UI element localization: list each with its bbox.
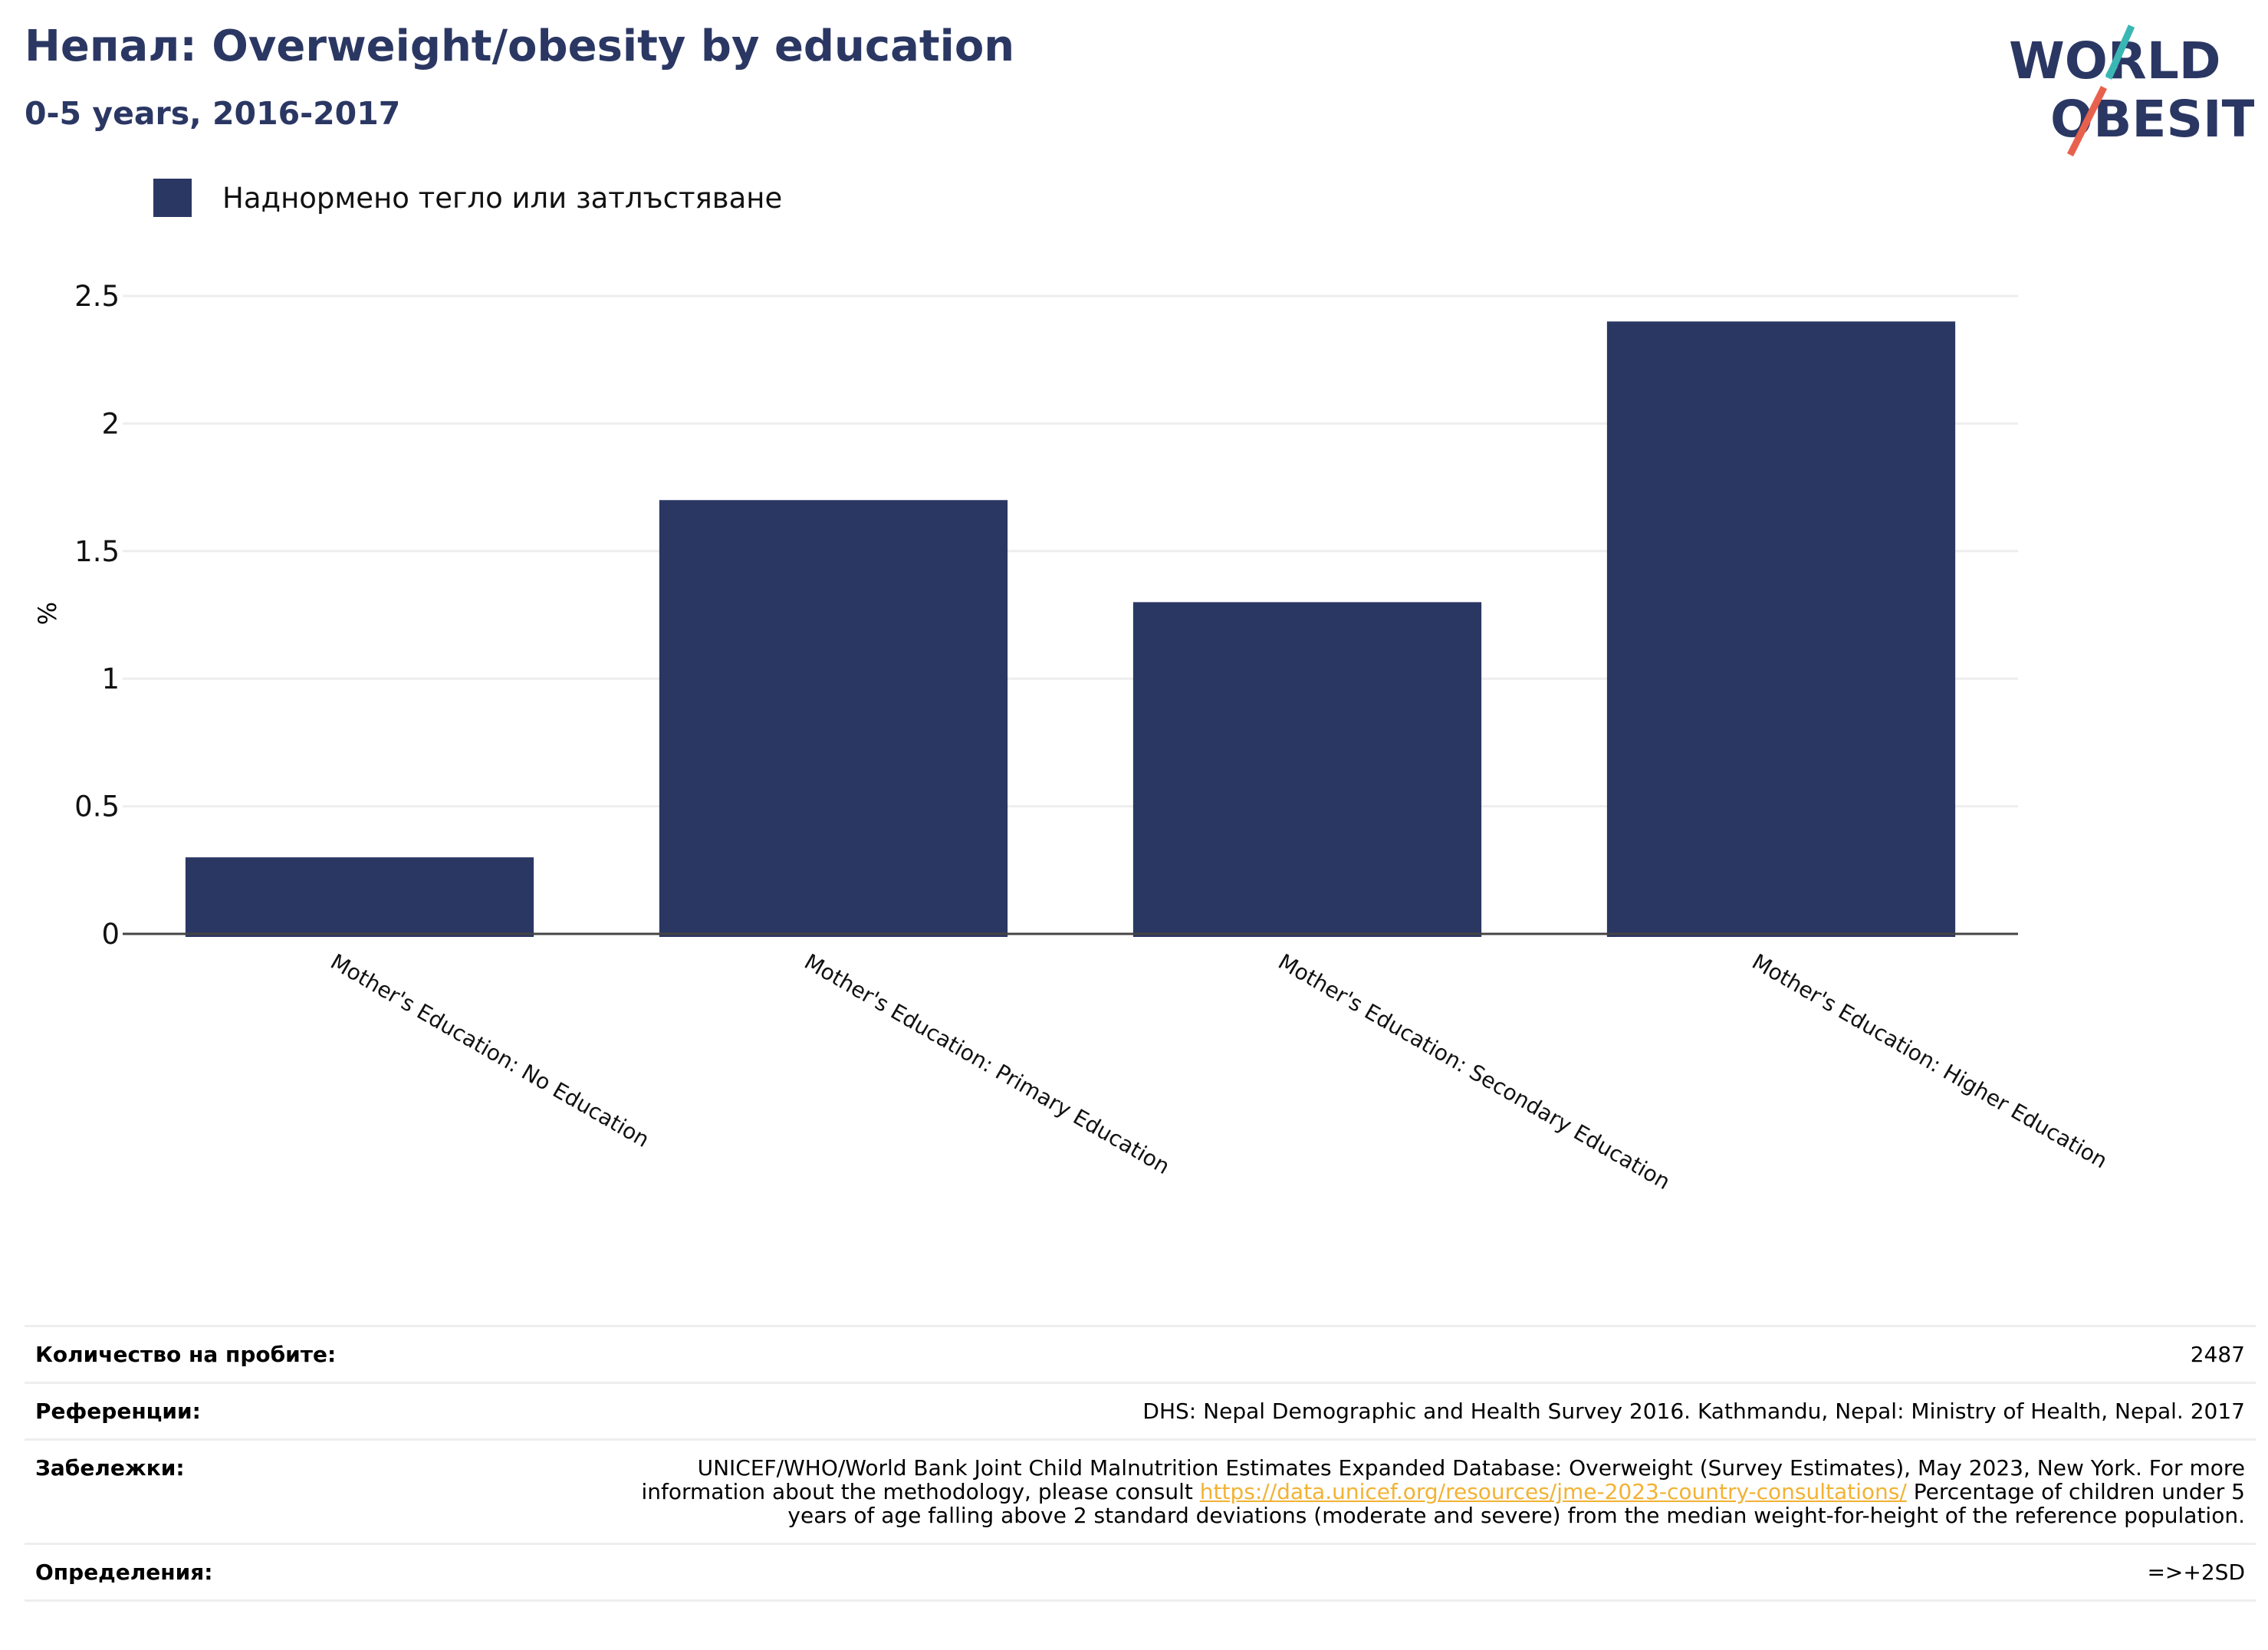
methodology-link[interactable]: https://data.unicef.org/resources/jme-20… [1199, 1479, 1907, 1504]
sample-size-label: Количество на пробите: [35, 1342, 337, 1367]
y-tick-label: 2 [101, 407, 120, 440]
bar [185, 857, 534, 937]
definitions-value: =>+2SD [2147, 1560, 2245, 1585]
metadata-table: Количество на пробите: 2487 Референции: … [25, 1325, 2256, 1602]
logo-slash-red-icon [2066, 85, 2108, 157]
x-tick-label: Mother's Education: Secondary Education [1274, 948, 1675, 1195]
meta-row-sample: Количество на пробите: 2487 [25, 1327, 2256, 1384]
bar [1606, 321, 1956, 937]
meta-row-notes: Забележки: UNICEF/WHO/World Bank Joint C… [25, 1441, 2256, 1545]
legend-swatch [153, 179, 192, 217]
x-tick-label: Mother's Education: No Education [327, 948, 654, 1152]
y-tick-label: 2.5 [74, 280, 120, 313]
y-tick-label: 0.5 [74, 790, 120, 823]
notes-label: Забележки: [35, 1455, 185, 1481]
world-obesity-logo: WORLD OBESITY [2009, 25, 2254, 157]
definitions-label: Определения: [35, 1560, 213, 1585]
notes-value: UNICEF/WHO/World Bank Joint Child Malnut… [635, 1455, 2246, 1528]
x-tick-label: Mother's Education: Primary Education [800, 948, 1175, 1179]
y-tick-label: 1 [101, 662, 120, 695]
meta-row-definitions: Определения: =>+2SD [25, 1545, 2256, 1602]
page-title: Непал: Overweight/obesity by education [25, 21, 1015, 71]
x-tick-label: Mother's Education: Higher Education [1748, 948, 2112, 1173]
references-value: DHS: Nepal Demographic and Health Survey… [1142, 1399, 2245, 1424]
bar [1132, 602, 1482, 937]
y-tick-label: 1.5 [74, 535, 120, 568]
page-subtitle: 0-5 years, 2016-2017 [25, 95, 401, 132]
notes-text-before: UNICEF/WHO/World Bank Joint Child Malnut… [641, 1455, 2246, 1504]
logo-slash-teal-main-icon [2105, 25, 2135, 80]
chart-legend: Наднормено тегло или затлъстяване [153, 175, 782, 221]
sample-size-value: 2487 [2190, 1342, 2245, 1367]
references-label: Референции: [35, 1399, 201, 1424]
y-tick-label: 0 [101, 918, 120, 951]
legend-label: Наднормено тегло или затлъстяване [222, 181, 783, 215]
notes-text-after: Percentage of children under 5 years of … [787, 1479, 2245, 1528]
bar [659, 500, 1008, 937]
meta-row-references: Референции: DHS: Nepal Demographic and H… [25, 1384, 2256, 1441]
bar-chart: 0 0.5 1 1.5 2 2.5 Mother's Education: No Educa… [74, 280, 2112, 1195]
